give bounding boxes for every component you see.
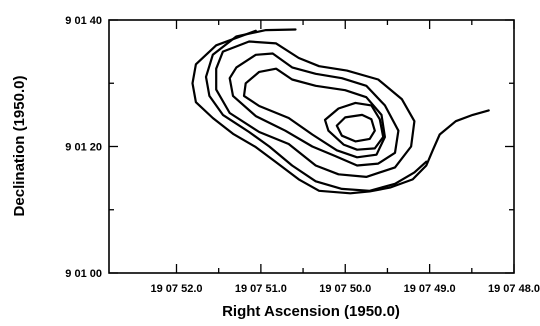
x-tick-labels: 19 07 52.0 19 07 51.0 19 07 50.0 19 07 49.0…: [151, 283, 540, 295]
contour-level-1: [191, 29, 490, 195]
x-tick-label: 19 07 49.0: [404, 283, 456, 295]
contour-level-5: [242, 67, 386, 159]
x-tick-label: 19 07 52.0: [151, 283, 203, 295]
contour-level-2: [204, 28, 428, 192]
y-axis-title: Declination (1950.0): [11, 76, 28, 217]
x-tick-label: 19 07 50.0: [319, 283, 371, 295]
y-tick-label: 9 01 00: [65, 268, 102, 280]
contour-lines: [191, 28, 490, 195]
x-axis-title: Right Ascension (1950.0): [222, 303, 400, 320]
tick-marks: [109, 19, 515, 274]
y-tick-label: 9 01 20: [65, 142, 102, 154]
contour-level-7: [335, 113, 376, 143]
x-tick-label: 19 07 51.0: [235, 283, 287, 295]
y-tick-labels: 9 01 00 9 01 20 9 01 40: [65, 15, 102, 280]
contour-level-3: [215, 40, 416, 178]
contour-level-6: [323, 101, 385, 151]
contour-level-4: [228, 52, 400, 167]
x-tick-label: 19 07 48.0: [488, 283, 540, 295]
y-tick-label: 9 01 40: [65, 15, 102, 27]
